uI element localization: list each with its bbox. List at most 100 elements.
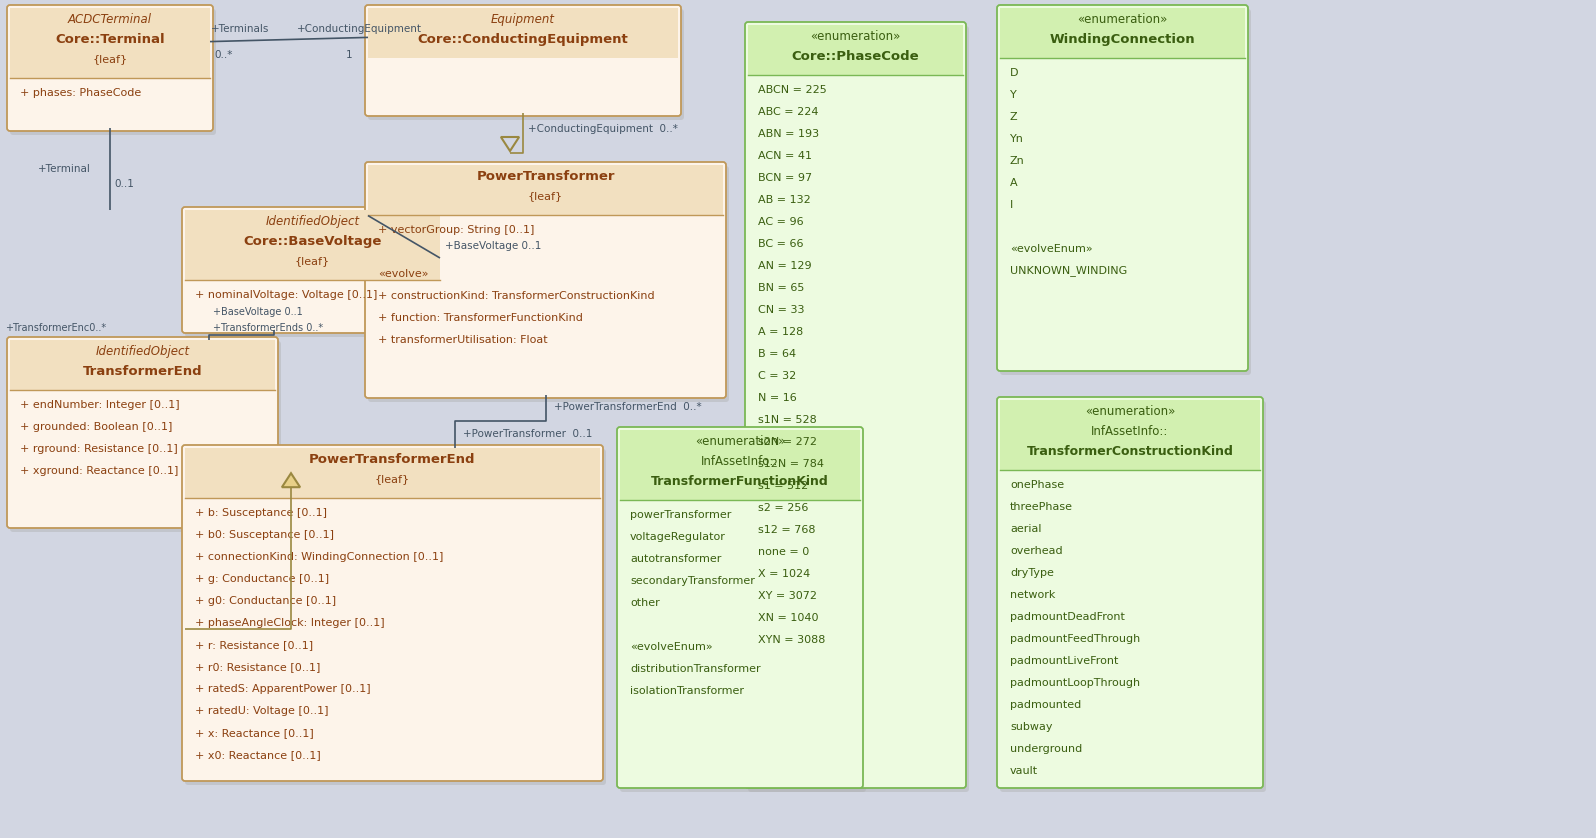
FancyBboxPatch shape <box>185 211 445 337</box>
Text: Core::PhaseCode: Core::PhaseCode <box>792 49 919 63</box>
Text: + g0: Conductance [0..1]: + g0: Conductance [0..1] <box>195 596 337 606</box>
Text: X = 1024: X = 1024 <box>758 569 811 579</box>
Text: s2 = 256: s2 = 256 <box>758 503 809 513</box>
Text: + b: Susceptance [0..1]: + b: Susceptance [0..1] <box>195 508 327 518</box>
Text: + x0: Reactance [0..1]: + x0: Reactance [0..1] <box>195 750 321 760</box>
Text: Z: Z <box>1010 112 1018 122</box>
Bar <box>749 25 962 75</box>
Text: + r0: Resistance [0..1]: + r0: Resistance [0..1] <box>195 662 321 672</box>
Text: +PowerTransformerEnd  0..*: +PowerTransformerEnd 0..* <box>554 402 701 412</box>
FancyBboxPatch shape <box>998 5 1248 371</box>
Text: ABC = 224: ABC = 224 <box>758 107 819 117</box>
Bar <box>10 8 211 78</box>
Text: +ConductingEquipment  0..*: +ConductingEquipment 0..* <box>528 124 678 134</box>
Text: voltageRegulator: voltageRegulator <box>630 532 726 542</box>
Text: +TransformerEnds 0..*: +TransformerEnds 0..* <box>212 323 322 333</box>
Text: BN = 65: BN = 65 <box>758 283 804 293</box>
Text: «enumeration»: «enumeration» <box>1077 13 1168 25</box>
FancyBboxPatch shape <box>365 5 681 116</box>
Text: TransformerConstructionKind: TransformerConstructionKind <box>1026 444 1234 458</box>
Text: +Terminal: +Terminal <box>38 164 91 174</box>
Text: +Terminals: +Terminals <box>211 23 270 34</box>
Text: AC = 96: AC = 96 <box>758 217 804 227</box>
Text: overhead: overhead <box>1010 546 1063 556</box>
Text: padmounted: padmounted <box>1010 700 1080 710</box>
Text: subway: subway <box>1010 722 1052 732</box>
Text: +BaseVoltage 0..1: +BaseVoltage 0..1 <box>212 307 303 317</box>
Bar <box>10 340 275 390</box>
Text: {leaf}: {leaf} <box>375 474 410 484</box>
Text: A: A <box>1010 178 1018 188</box>
Text: + transformerUtilisation: Float: + transformerUtilisation: Float <box>378 335 547 345</box>
Text: XN = 1040: XN = 1040 <box>758 613 819 623</box>
Text: underground: underground <box>1010 744 1082 754</box>
Text: + g: Conductance [0..1]: + g: Conductance [0..1] <box>195 574 329 584</box>
Text: A = 128: A = 128 <box>758 327 803 337</box>
Text: s12 = 768: s12 = 768 <box>758 525 816 535</box>
Text: PowerTransformer: PowerTransformer <box>476 169 614 183</box>
Text: ACN = 41: ACN = 41 <box>758 151 812 161</box>
Text: XYN = 3088: XYN = 3088 <box>758 635 825 645</box>
FancyBboxPatch shape <box>182 207 444 333</box>
Text: + function: TransformerFunctionKind: + function: TransformerFunctionKind <box>378 313 583 323</box>
Bar <box>369 8 678 58</box>
Bar <box>1001 400 1259 470</box>
Text: network: network <box>1010 590 1055 600</box>
Text: distributionTransformer: distributionTransformer <box>630 664 761 674</box>
Text: ACDCTerminal: ACDCTerminal <box>69 13 152 25</box>
Text: ABN = 193: ABN = 193 <box>758 129 819 139</box>
FancyBboxPatch shape <box>365 162 726 398</box>
Bar <box>619 430 860 500</box>
Bar <box>185 448 600 498</box>
Text: {leaf}: {leaf} <box>93 54 128 64</box>
Bar <box>185 210 440 280</box>
Polygon shape <box>282 473 300 487</box>
Text: CN = 33: CN = 33 <box>758 305 804 315</box>
Text: secondaryTransformer: secondaryTransformer <box>630 576 755 586</box>
Text: C = 32: C = 32 <box>758 371 796 381</box>
Text: powerTransformer: powerTransformer <box>630 510 731 520</box>
Text: threePhase: threePhase <box>1010 502 1073 512</box>
Text: +TransformerEnc0..*: +TransformerEnc0..* <box>5 323 105 333</box>
Text: I: I <box>1010 200 1013 210</box>
FancyBboxPatch shape <box>10 341 281 532</box>
Text: dryType: dryType <box>1010 568 1053 578</box>
Bar <box>369 165 723 215</box>
Text: AB = 132: AB = 132 <box>758 195 811 205</box>
FancyBboxPatch shape <box>1001 401 1266 792</box>
FancyBboxPatch shape <box>619 431 867 792</box>
Text: + vectorGroup: String [0..1]: + vectorGroup: String [0..1] <box>378 225 535 235</box>
Text: «enumeration»: «enumeration» <box>1085 405 1175 417</box>
Text: vault: vault <box>1010 766 1037 776</box>
Text: {leaf}: {leaf} <box>528 191 563 201</box>
Text: «evolve»: «evolve» <box>378 269 428 279</box>
Text: padmountLoopThrough: padmountLoopThrough <box>1010 678 1140 688</box>
Text: UNKNOWN_WINDING: UNKNOWN_WINDING <box>1010 266 1127 277</box>
Text: IdentifiedObject: IdentifiedObject <box>265 215 359 227</box>
Text: Yn: Yn <box>1010 134 1025 144</box>
Text: WindingConnection: WindingConnection <box>1050 33 1195 45</box>
FancyBboxPatch shape <box>10 9 215 135</box>
FancyBboxPatch shape <box>6 5 212 131</box>
Text: aerial: aerial <box>1010 524 1042 534</box>
Text: + ratedU: Voltage [0..1]: + ratedU: Voltage [0..1] <box>195 706 329 716</box>
FancyBboxPatch shape <box>1001 9 1251 375</box>
Text: + phases: PhaseCode: + phases: PhaseCode <box>21 88 142 98</box>
Text: Zn: Zn <box>1010 156 1025 166</box>
Text: none = 0: none = 0 <box>758 547 809 557</box>
Text: + rground: Resistance [0..1]: + rground: Resistance [0..1] <box>21 444 177 454</box>
Text: s1N = 528: s1N = 528 <box>758 415 817 425</box>
Text: s1 = 512: s1 = 512 <box>758 481 808 491</box>
Text: s2N = 272: s2N = 272 <box>758 437 817 447</box>
FancyBboxPatch shape <box>182 445 603 781</box>
Text: +PowerTransformer  0..1: +PowerTransformer 0..1 <box>463 429 592 439</box>
Text: N = 16: N = 16 <box>758 393 796 403</box>
Text: «evolveEnum»: «evolveEnum» <box>630 642 713 652</box>
Text: isolationTransformer: isolationTransformer <box>630 686 744 696</box>
Text: onePhase: onePhase <box>1010 480 1065 490</box>
Text: IdentifiedObject: IdentifiedObject <box>96 344 190 358</box>
FancyBboxPatch shape <box>745 22 966 788</box>
Text: + phaseAngleClock: Integer [0..1]: + phaseAngleClock: Integer [0..1] <box>195 618 385 628</box>
Text: + x: Reactance [0..1]: + x: Reactance [0..1] <box>195 728 314 738</box>
Text: padmountFeedThrough: padmountFeedThrough <box>1010 634 1140 644</box>
